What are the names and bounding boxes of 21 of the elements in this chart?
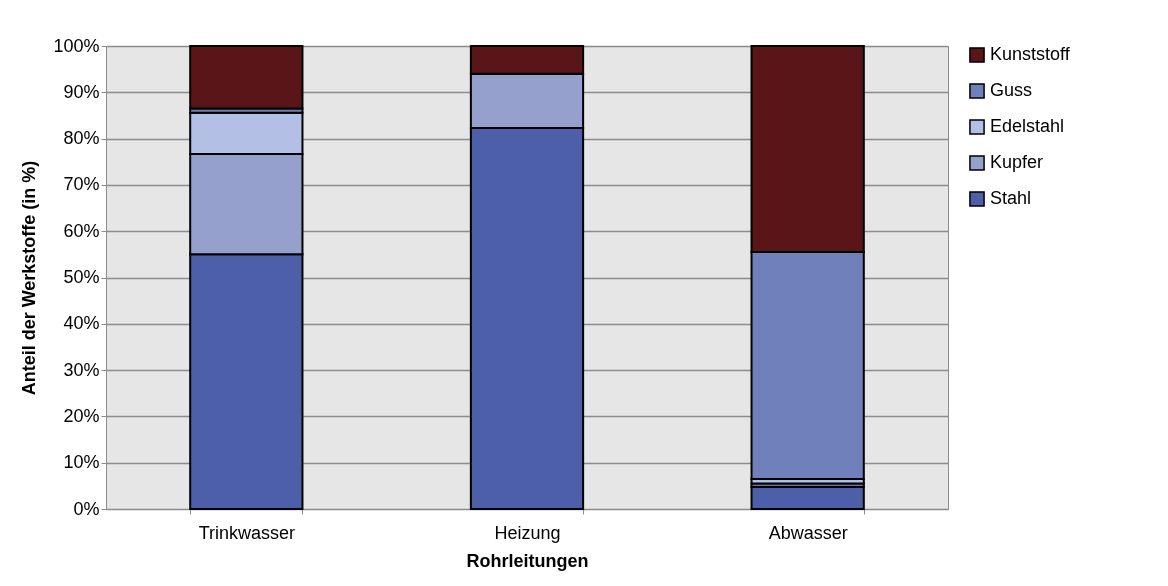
- legend-label: Guss: [990, 80, 1033, 100]
- x-axis-title: Rohrleitungen: [466, 550, 589, 571]
- y-tick-label: 30%: [63, 359, 100, 380]
- y-tick-label: 50%: [63, 267, 100, 287]
- y-tick-label: 80%: [63, 128, 100, 149]
- y-tick-label: 20%: [63, 405, 100, 426]
- x-tick-label: Trinkwasser: [198, 522, 296, 543]
- y-tick-label: 100%: [53, 35, 100, 56]
- x-tick-label: Heizung: [494, 522, 561, 543]
- y-tick-label: 40%: [63, 313, 100, 334]
- y-tick-label: 0%: [73, 498, 100, 519]
- legend-label: Kunststoff: [990, 44, 1071, 64]
- legend-label: Stahl: [990, 188, 1032, 208]
- y-tick-label: 10%: [63, 452, 100, 473]
- legend-label: Edelstahl: [990, 116, 1065, 136]
- y-tick-label: 90%: [63, 81, 100, 102]
- y-tick-label: 70%: [63, 174, 100, 195]
- y-tick-label: 60%: [63, 220, 100, 241]
- legend-label: Kupfer: [990, 152, 1044, 172]
- x-tick-label: Abwasser: [768, 522, 848, 543]
- y-axis-title: Anteil der Werkstoffe (in %): [19, 160, 40, 396]
